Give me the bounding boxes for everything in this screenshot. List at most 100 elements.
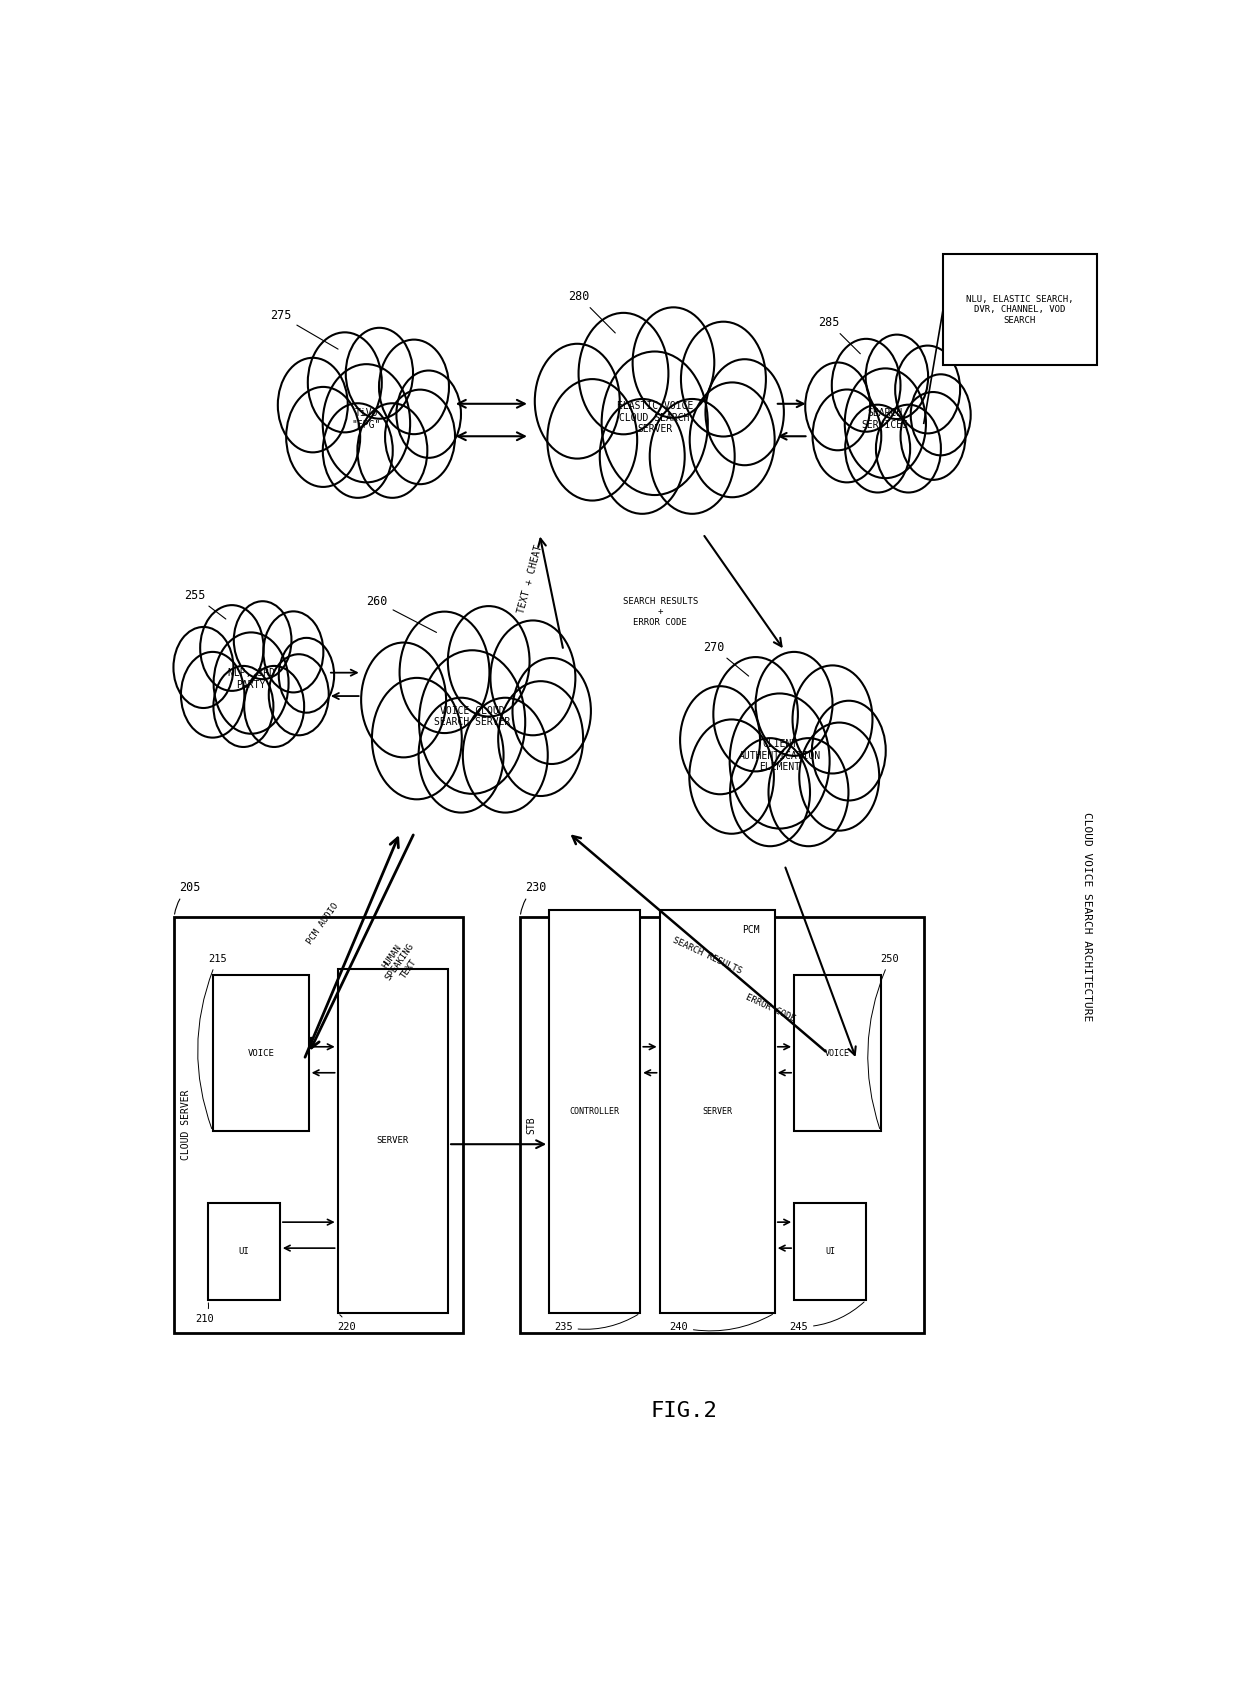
Circle shape: [213, 633, 289, 734]
Circle shape: [279, 638, 334, 712]
Text: 285: 285: [818, 315, 861, 354]
Circle shape: [800, 722, 879, 830]
Circle shape: [547, 380, 637, 501]
Circle shape: [263, 611, 324, 692]
Circle shape: [755, 651, 832, 756]
Circle shape: [379, 339, 449, 434]
Circle shape: [498, 682, 583, 796]
Circle shape: [895, 346, 960, 434]
Circle shape: [706, 359, 784, 466]
Text: 220: 220: [337, 1314, 356, 1333]
Circle shape: [361, 643, 446, 757]
Text: CLOUD VOICE SEARCH ARCHITECTURE: CLOUD VOICE SEARCH ARCHITECTURE: [1083, 811, 1092, 1022]
Circle shape: [769, 739, 848, 847]
Circle shape: [399, 612, 490, 734]
Circle shape: [792, 665, 873, 773]
Text: VOICE: VOICE: [825, 1049, 849, 1058]
Text: 215: 215: [197, 955, 227, 1129]
Text: TiVo
"EPG": TiVo "EPG": [352, 408, 381, 430]
Text: NLP, 3RD
PARTY: NLP, 3RD PARTY: [228, 668, 274, 690]
Text: HUMAN
SPEAKING
TEXT: HUMAN SPEAKING TEXT: [376, 936, 424, 989]
Circle shape: [812, 700, 885, 801]
Circle shape: [397, 371, 461, 457]
Circle shape: [730, 739, 810, 847]
Circle shape: [812, 390, 882, 482]
Circle shape: [650, 400, 734, 515]
Text: 240: 240: [670, 1314, 773, 1333]
Circle shape: [372, 678, 461, 800]
Circle shape: [900, 391, 966, 479]
Text: SEARCH RESULTS: SEARCH RESULTS: [672, 936, 744, 975]
Text: STB: STB: [527, 1115, 537, 1134]
Text: SERVER: SERVER: [377, 1137, 409, 1145]
Circle shape: [213, 666, 273, 747]
Circle shape: [419, 649, 526, 795]
FancyBboxPatch shape: [942, 255, 1096, 364]
Circle shape: [357, 403, 428, 498]
Circle shape: [278, 358, 347, 452]
Circle shape: [386, 390, 455, 484]
Text: 235: 235: [554, 1314, 637, 1333]
Text: 280: 280: [568, 290, 615, 332]
Circle shape: [463, 698, 548, 813]
Text: SERVER: SERVER: [702, 1107, 732, 1117]
Text: 260: 260: [367, 596, 436, 633]
Text: 210: 210: [196, 1302, 215, 1324]
Circle shape: [729, 693, 830, 828]
Text: CLOUD SERVER: CLOUD SERVER: [181, 1090, 191, 1161]
FancyBboxPatch shape: [794, 975, 880, 1132]
Text: ELASTIC VOICE
CLOUD SEARCH
SERVER: ELASTIC VOICE CLOUD SEARCH SERVER: [616, 402, 693, 434]
FancyBboxPatch shape: [208, 1203, 280, 1301]
Circle shape: [286, 386, 360, 488]
Circle shape: [681, 322, 766, 437]
Circle shape: [512, 658, 591, 764]
Text: UI: UI: [238, 1247, 249, 1255]
Circle shape: [910, 375, 971, 455]
Text: 230: 230: [521, 881, 547, 914]
Text: NLU, ELASTIC SEARCH,
DVR, CHANNEL, VOD
SEARCH: NLU, ELASTIC SEARCH, DVR, CHANNEL, VOD S…: [966, 295, 1074, 324]
Circle shape: [689, 383, 775, 498]
Text: TEXT + CHEAT: TEXT + CHEAT: [516, 543, 544, 614]
Circle shape: [680, 687, 760, 795]
Circle shape: [875, 405, 941, 493]
Circle shape: [491, 621, 575, 736]
FancyBboxPatch shape: [521, 918, 924, 1333]
Text: SEARCH
SERVICES: SEARCH SERVICES: [862, 408, 909, 430]
Circle shape: [534, 344, 620, 459]
Circle shape: [269, 655, 329, 736]
FancyBboxPatch shape: [660, 911, 775, 1312]
Circle shape: [846, 405, 910, 493]
Circle shape: [181, 651, 244, 737]
Circle shape: [200, 606, 264, 692]
Text: CONTROLLER: CONTROLLER: [569, 1107, 620, 1117]
FancyBboxPatch shape: [794, 1203, 866, 1301]
Text: PCM AUDIO: PCM AUDIO: [305, 901, 341, 946]
Circle shape: [601, 351, 708, 494]
Circle shape: [419, 698, 503, 813]
Circle shape: [174, 628, 233, 709]
Circle shape: [322, 364, 410, 482]
Circle shape: [832, 339, 900, 432]
Circle shape: [579, 312, 668, 434]
Circle shape: [866, 334, 928, 418]
Circle shape: [308, 332, 382, 432]
FancyBboxPatch shape: [337, 968, 448, 1312]
Circle shape: [844, 368, 926, 477]
Circle shape: [322, 403, 393, 498]
Circle shape: [600, 400, 684, 515]
FancyBboxPatch shape: [549, 911, 640, 1312]
Text: 275: 275: [270, 309, 339, 349]
FancyBboxPatch shape: [174, 918, 463, 1333]
Circle shape: [244, 666, 304, 747]
Text: VOICE: VOICE: [247, 1049, 274, 1058]
Circle shape: [448, 606, 529, 717]
Text: FIG.2: FIG.2: [650, 1400, 717, 1420]
Circle shape: [346, 327, 413, 418]
Circle shape: [805, 363, 870, 450]
FancyBboxPatch shape: [213, 975, 309, 1132]
Text: UI: UI: [825, 1247, 835, 1255]
Text: ERROR CODE: ERROR CODE: [744, 992, 796, 1024]
Circle shape: [689, 719, 774, 833]
Circle shape: [713, 658, 797, 771]
Text: 255: 255: [184, 589, 226, 619]
